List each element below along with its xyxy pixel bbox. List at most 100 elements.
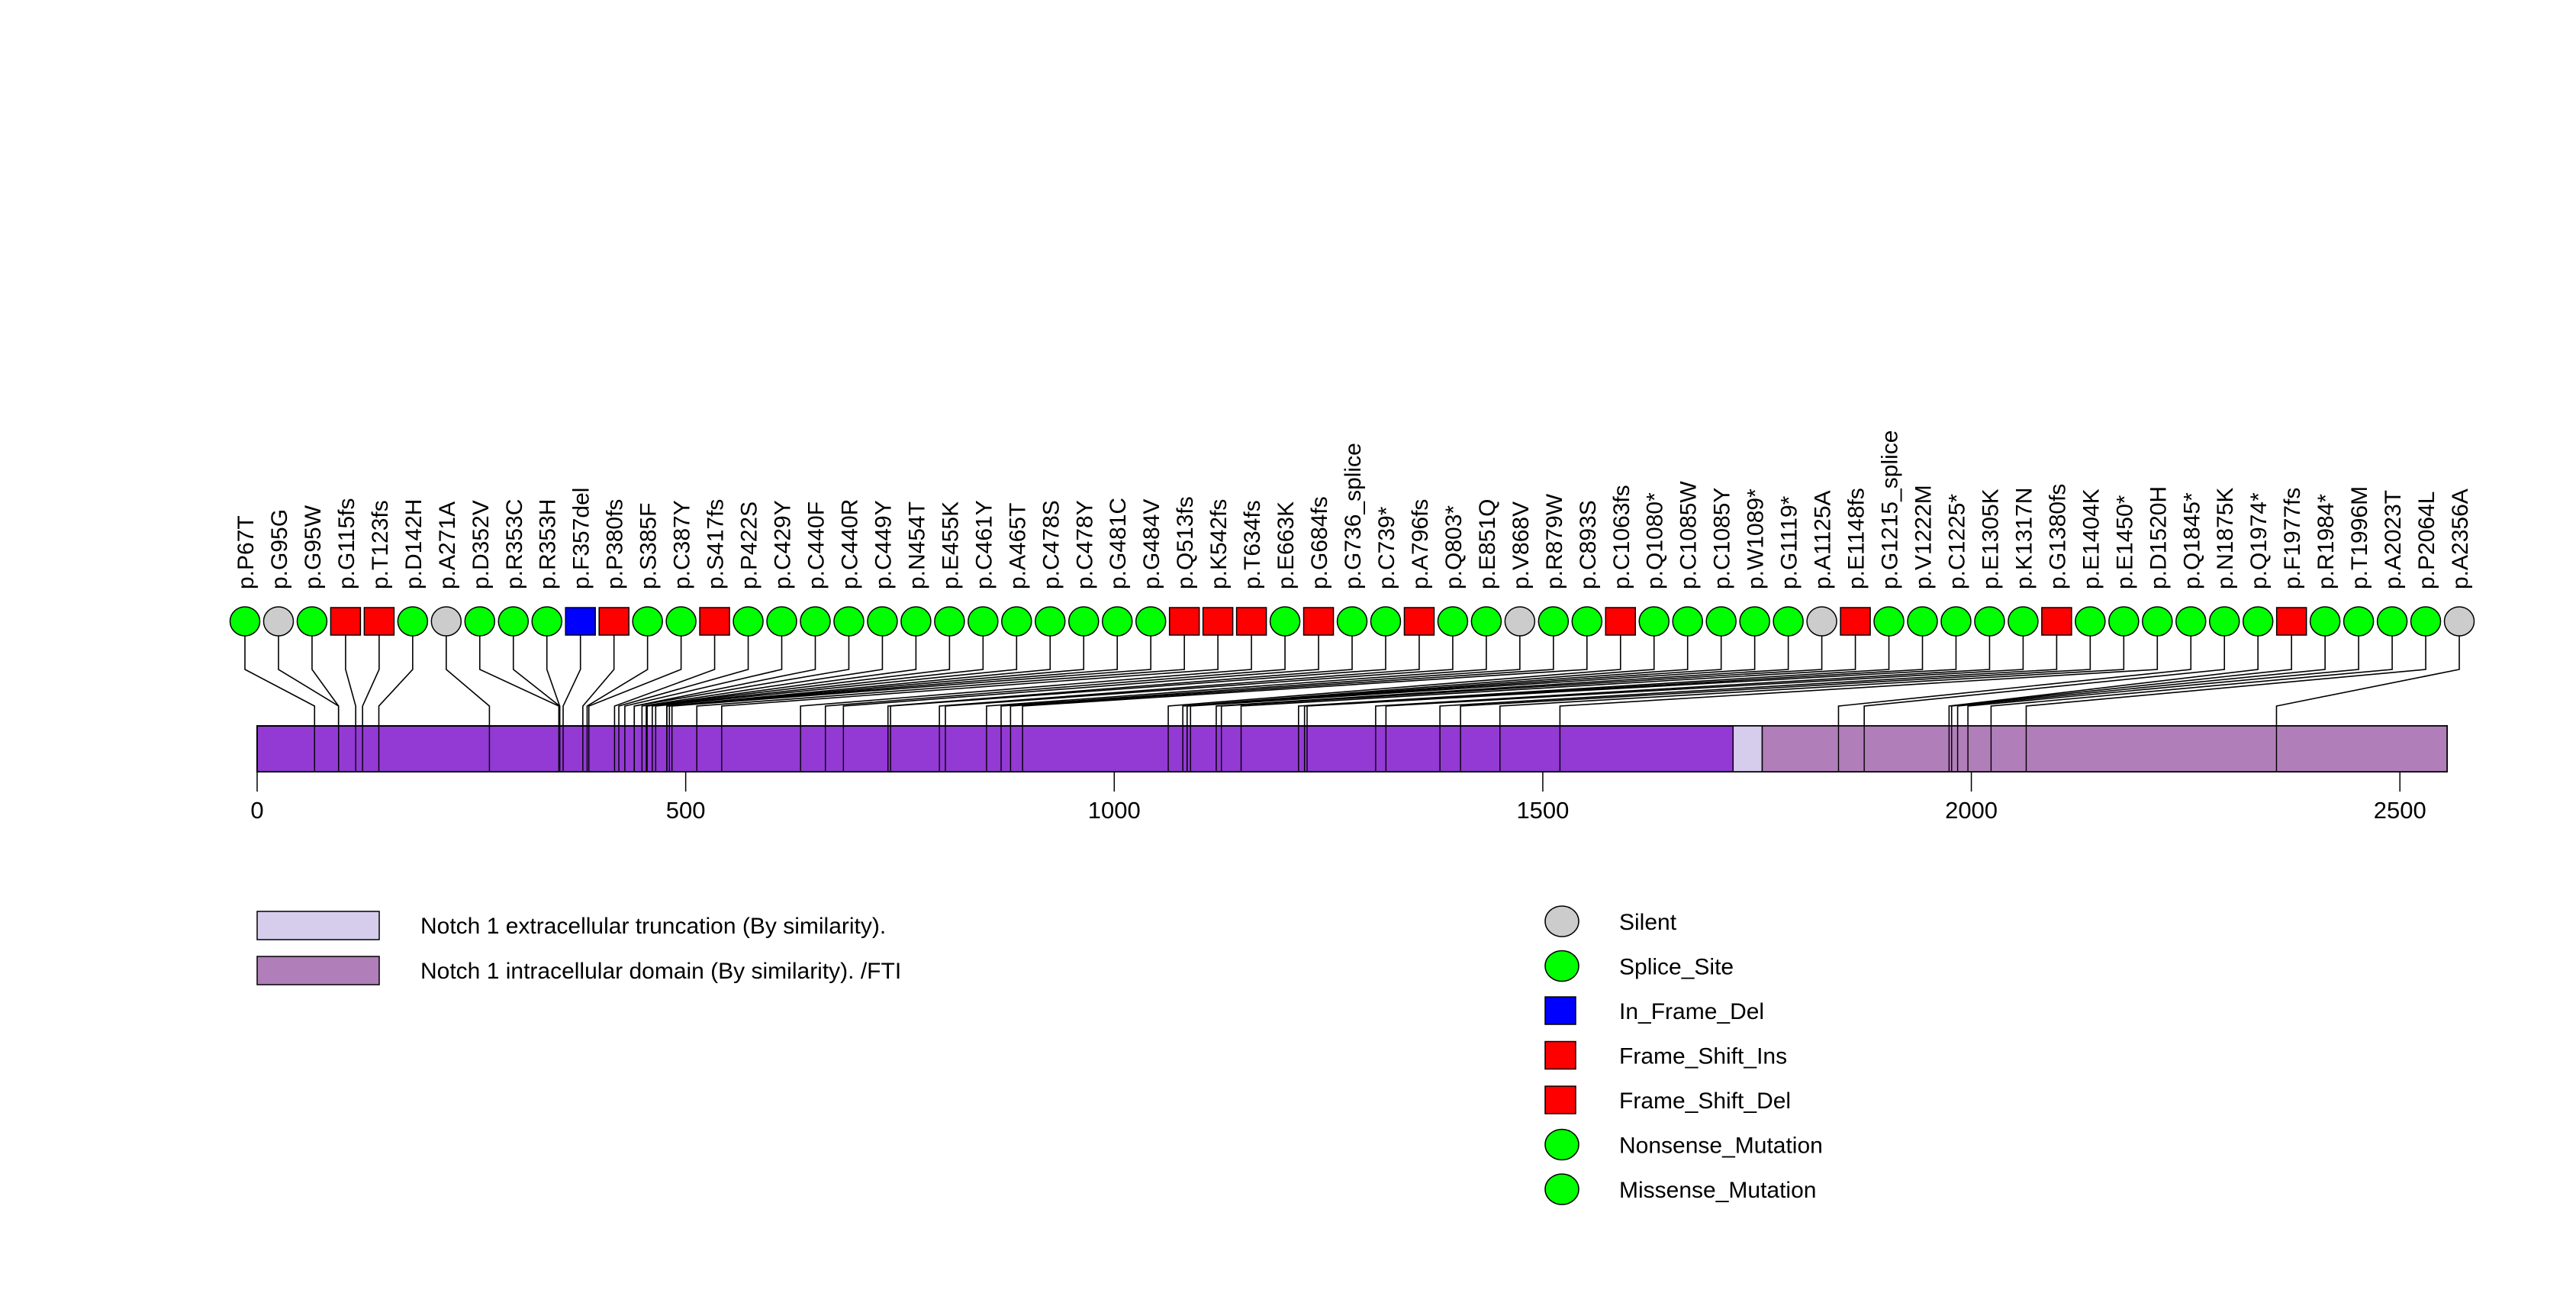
position-lines — [314, 726, 2278, 772]
mutation-marker-square — [330, 607, 362, 636]
connector-line — [1948, 635, 2259, 726]
mutation-label: p.V1222M — [1911, 485, 1937, 589]
connector-line — [646, 635, 951, 726]
legend-square-icon — [1544, 1040, 1576, 1070]
mutation-type-legend-label: Missense_Mutation — [1619, 1178, 1816, 1203]
connector-line — [562, 635, 581, 726]
mutation-label: p.E1404K — [2079, 489, 2104, 589]
mutation-marker-circle — [2208, 606, 2240, 637]
mutation-marker-circle — [2008, 606, 2039, 637]
mutation-marker-circle — [1269, 606, 1301, 637]
connector-line — [244, 635, 316, 726]
mutation-marker-circle — [497, 606, 530, 637]
mutation-marker-circle — [464, 606, 496, 637]
mutation-label: p.A2356A — [2448, 489, 2473, 589]
connector-line — [618, 635, 749, 726]
mutation-type-legend-label: Splice_Site — [1619, 955, 1734, 980]
connector-line — [721, 635, 1219, 726]
connector-line — [613, 635, 716, 726]
mutation-label: p.E1148fs — [1844, 488, 1869, 589]
mutation-label: p.A2023T — [2381, 490, 2406, 589]
mutation-label: p.T634fs — [1240, 500, 1265, 589]
connector-line — [1950, 635, 2292, 726]
mutation-marker-circle — [1370, 606, 1402, 637]
connector-line — [1559, 635, 2159, 726]
mutation-marker-circle — [1504, 606, 1536, 637]
mutation-label: p.Q803* — [1441, 505, 1467, 589]
connector-line — [446, 635, 491, 726]
mutation-marker-circle — [296, 606, 328, 637]
connector-line — [1863, 635, 2226, 726]
mutation-marker-circle — [766, 606, 797, 637]
mutation-label: p.C440R — [837, 499, 862, 589]
mutation-label: p.C1085Y — [1710, 488, 1735, 589]
connector-line — [986, 635, 1487, 726]
connector-line — [1375, 635, 1991, 726]
mutation-label: p.G1119* — [1777, 495, 1802, 589]
connector-line — [1967, 635, 2359, 726]
mutation-label: p.Q513fs — [1173, 496, 1198, 589]
mutation-marker-circle — [2309, 606, 2341, 637]
mutation-label: p.G115fs — [334, 498, 359, 589]
mutation-label: p.R353H — [536, 499, 561, 589]
mutation-type-legend-label: Nonsense_Mutation — [1619, 1134, 1823, 1159]
connector-line — [624, 635, 783, 726]
tick-label: 2500 — [2374, 797, 2426, 824]
tick-label: 1500 — [1516, 797, 1569, 824]
mutation-label: p.C440F — [803, 501, 829, 589]
mutation-label: p.K1317N — [2011, 488, 2037, 589]
mutation-label: p.G95W — [301, 505, 326, 589]
mutation-marker-square — [598, 607, 630, 636]
mutation-marker-circle — [833, 606, 865, 637]
connector-line — [652, 635, 984, 726]
connector-line — [1297, 635, 1890, 726]
mutation-type-legend-label: Frame_Shift_Ins — [1619, 1044, 1787, 1069]
x-axis: 0 500 1000 1500 2000 2500 — [250, 772, 2426, 824]
mutation-marker-circle — [1873, 606, 1905, 637]
mutation-marker-circle — [430, 606, 462, 637]
legend-square-icon — [1544, 996, 1576, 1025]
mutation-label: p.G95G — [267, 509, 292, 589]
connector-line — [1460, 635, 2091, 726]
mutation-label: p.R353C — [502, 499, 527, 589]
connector-line — [939, 635, 1420, 726]
mutation-label: p.T123fs — [368, 500, 393, 589]
connector-line — [842, 635, 1319, 726]
mutation-marker-circle — [665, 606, 697, 637]
mutation-label: p.C478S — [1038, 500, 1064, 589]
mutation-label: p.E1450* — [2112, 495, 2137, 589]
connector-line — [586, 635, 649, 726]
mutation-marker-circle — [968, 606, 999, 637]
mutation-marker-square — [1202, 607, 1234, 636]
mutation-marker-circle — [1672, 606, 1703, 637]
mutation-label: p.A796fs — [1408, 499, 1433, 589]
connector-line — [1240, 635, 1856, 726]
mutation-marker-circle — [1101, 606, 1133, 637]
mutation-marker-square — [699, 607, 730, 636]
connector-line — [1439, 635, 2058, 726]
mutation-type-legend: Silent Splice_Site In_Frame_Del Frame_Shift… — [1544, 905, 1823, 1205]
mutation-label: p.S385F — [636, 503, 662, 589]
mutation-marker-circle — [1773, 606, 1804, 637]
mutation-label: p.A1125A — [1811, 490, 1836, 589]
mutation-label: p.Q1974* — [2246, 492, 2272, 589]
mutation-marker-circle — [1538, 606, 1570, 637]
connector-line — [1956, 635, 2326, 726]
connector-line — [582, 635, 615, 726]
connector-line — [1499, 635, 2125, 726]
connector-line — [945, 635, 1454, 726]
mutation-label: p.C478Y — [1072, 500, 1097, 589]
connector-line — [588, 635, 682, 726]
mutation-label: p.P380fs — [603, 499, 628, 589]
connector-line — [1220, 635, 1823, 726]
mutation-label: p.N454T — [904, 501, 929, 589]
mutation-marker-square — [1403, 607, 1435, 636]
mutation-marker-circle — [1470, 606, 1502, 637]
mutation-label: p.Q1845* — [2179, 492, 2204, 589]
mutation-marker-square — [2275, 607, 2307, 636]
mutation-label: p.P67T — [233, 515, 259, 589]
connector-lines — [244, 635, 2460, 726]
mutation-label: p.C429Y — [771, 500, 796, 589]
tick-label: 500 — [666, 797, 706, 824]
mutation-label: p.E851Q — [1475, 499, 1500, 589]
